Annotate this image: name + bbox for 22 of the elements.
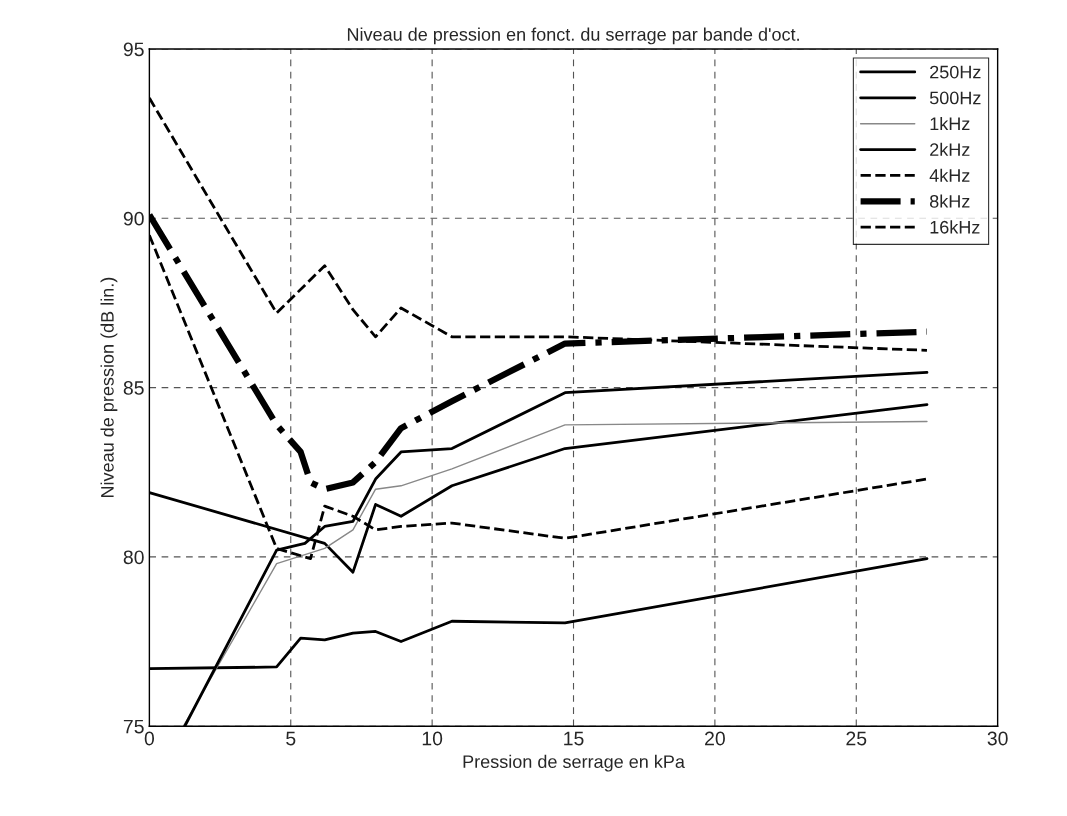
x-tick-label: 25: [846, 731, 867, 746]
y-tick-label: 85: [123, 381, 144, 395]
chart-title: Niveau de pression en fonct. du serrage par bande d'oct.: [347, 27, 799, 45]
y-tick-label: 75: [123, 719, 144, 734]
legend-label: 16kHz: [930, 220, 980, 234]
x-tick-label: 0: [144, 731, 155, 746]
y-tick-label: 90: [123, 211, 144, 226]
x-tick-label: 10: [422, 731, 443, 746]
legend-label: 500Hz: [929, 91, 981, 105]
x-tick-label: 20: [705, 731, 725, 746]
legend-label: 4kHz: [929, 168, 970, 182]
y-tick-label: 80: [123, 550, 144, 565]
legend-label: 250Hz: [930, 65, 981, 79]
y-axis-title: Niveau de pression (dB lin.): [100, 277, 118, 498]
x-tick-label: 5: [286, 731, 296, 746]
x-tick-label: 30: [987, 731, 1008, 746]
legend-label: 1kHz: [930, 116, 970, 131]
legend-label: 8kHz: [929, 194, 970, 208]
x-tick-label: 15: [564, 731, 584, 746]
y-tick-label: 95: [123, 42, 144, 57]
x-axis-title: Pression de serrage en kPa: [463, 754, 685, 772]
legend-label: 2kHz: [930, 142, 970, 156]
